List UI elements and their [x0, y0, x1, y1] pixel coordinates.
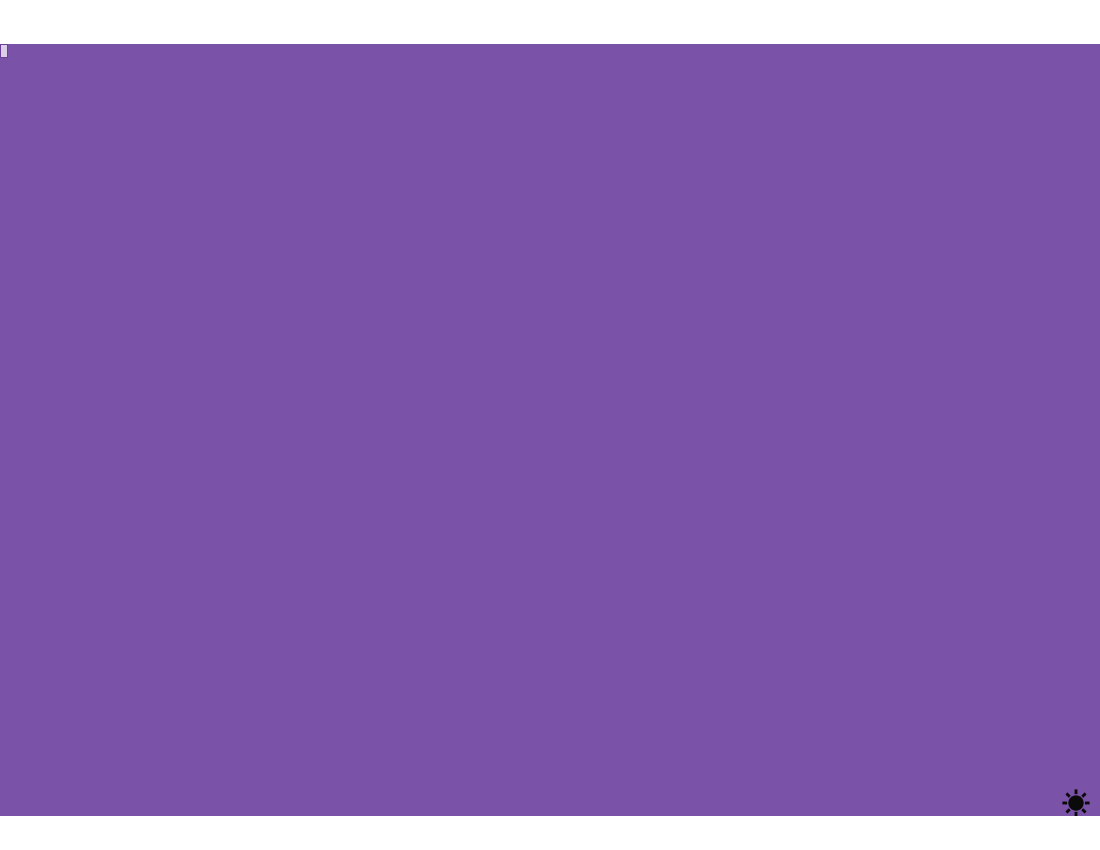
colorbar [0, 816, 1100, 850]
temperature-field-canvas[interactable] [0, 44, 1100, 816]
colorbar-gradient [14, 835, 1086, 848]
header-bar [0, 0, 1100, 44]
sun-icon [1061, 782, 1091, 816]
copyright-notice [0, 44, 8, 58]
colorbar-tick-labels [0, 816, 1100, 834]
pivotal-weather-logo[interactable] [1061, 782, 1091, 816]
map-viewport[interactable] [0, 44, 1100, 816]
